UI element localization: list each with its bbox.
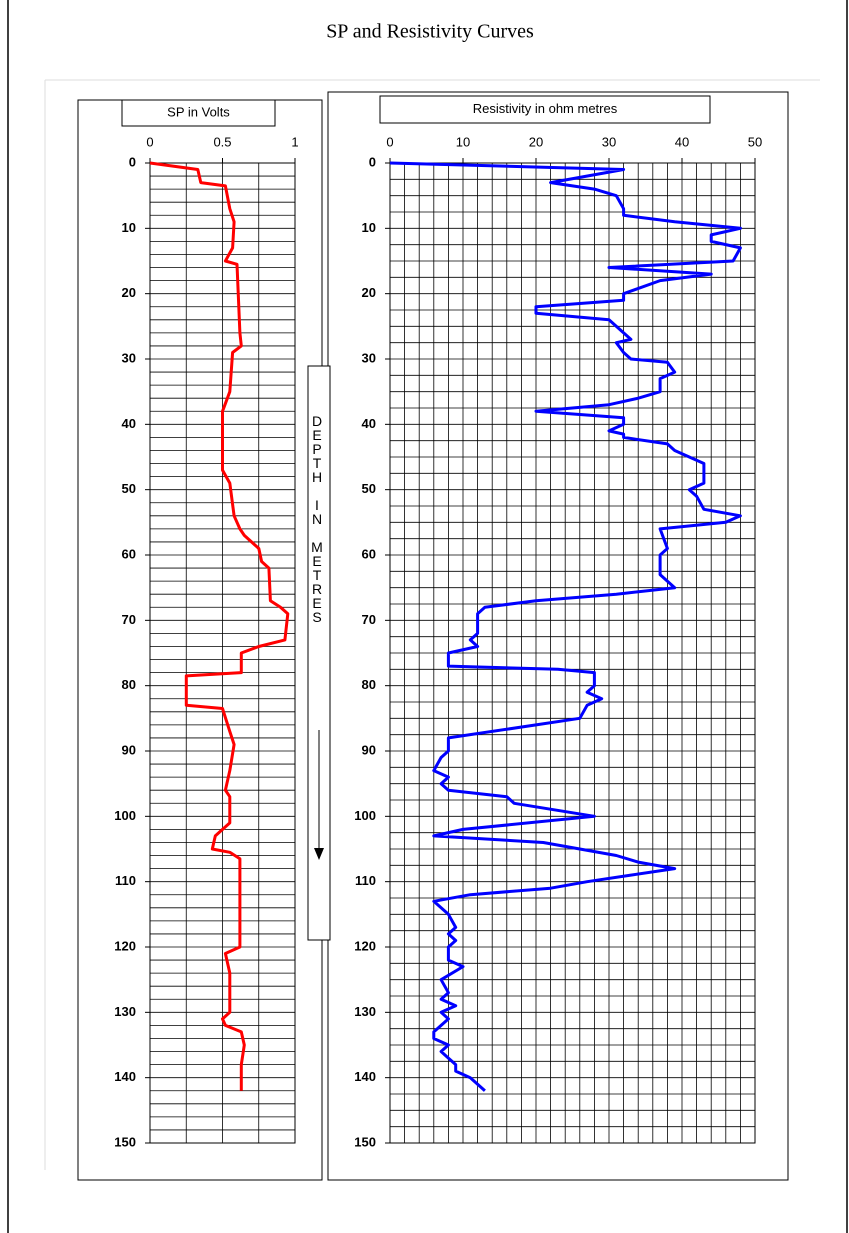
y-tick-label: 40 (122, 416, 136, 431)
y-tick-label: 150 (114, 1134, 136, 1149)
y-tick-label: 100 (354, 808, 376, 823)
y-tick-label: 20 (122, 285, 136, 300)
y-tick-label: 10 (362, 220, 376, 235)
x-tick-label: 20 (529, 134, 543, 149)
title-box (121, 99, 276, 127)
y-tick-label: 40 (362, 416, 376, 431)
y-tick-label: 70 (362, 612, 376, 627)
y-tick-label: 0 (129, 154, 136, 169)
chart-box (327, 91, 789, 1181)
title-box (379, 95, 711, 124)
x-tick-label: 0 (146, 134, 153, 149)
y-tick-label: 110 (355, 873, 376, 888)
y-tick-label: 90 (122, 742, 136, 757)
y-tick-label: 90 (362, 742, 376, 757)
x-tick-label: 0.5 (213, 134, 231, 149)
y-tick-label: 30 (122, 350, 136, 365)
data-line (389, 161, 742, 1092)
y-tick-label: 60 (122, 546, 136, 561)
arrow-head (314, 848, 324, 860)
chart-title: SP in Volts (167, 104, 230, 119)
y-tick-label: 80 (362, 677, 376, 692)
y-tick-label: 120 (114, 938, 136, 953)
x-tick-label: 40 (675, 134, 689, 149)
y-tick-label: 80 (122, 677, 136, 692)
x-tick-label: 30 (602, 134, 616, 149)
y-tick-label: 30 (362, 350, 376, 365)
y-tick-label: 130 (114, 1004, 136, 1019)
y-tick-label: 130 (354, 1004, 376, 1019)
x-tick-label: 50 (748, 134, 762, 149)
x-tick-label: 1 (291, 134, 298, 149)
y-tick-label: 60 (362, 546, 376, 561)
annotation-box (307, 365, 331, 941)
y-tick-label: 140 (354, 1069, 376, 1084)
y-tick-label: 50 (362, 481, 376, 496)
y-tick-label: 70 (122, 612, 136, 627)
data-line (149, 161, 290, 1091)
y-tick-label: 110 (115, 873, 136, 888)
y-tick-label: 0 (369, 154, 376, 169)
y-tick-label: 100 (114, 808, 136, 823)
y-tick-label: 150 (354, 1134, 376, 1149)
y-tick-label: 50 (122, 481, 136, 496)
page-frame (7, 0, 848, 1233)
y-tick-label: 10 (122, 220, 136, 235)
chart-title: Resistivity in ohm metres (473, 101, 618, 116)
panel-frame (44, 79, 820, 1170)
page-title: SP and Resistivity Curves (326, 21, 534, 43)
plot-area (389, 162, 756, 1144)
x-tick-label: 10 (456, 134, 470, 149)
x-tick-label: 0 (386, 134, 393, 149)
y-tick-label: 120 (354, 938, 376, 953)
annotation: DEPTH IN METRES (309, 413, 325, 623)
y-tick-label: 20 (362, 285, 376, 300)
y-tick-label: 140 (114, 1069, 136, 1084)
